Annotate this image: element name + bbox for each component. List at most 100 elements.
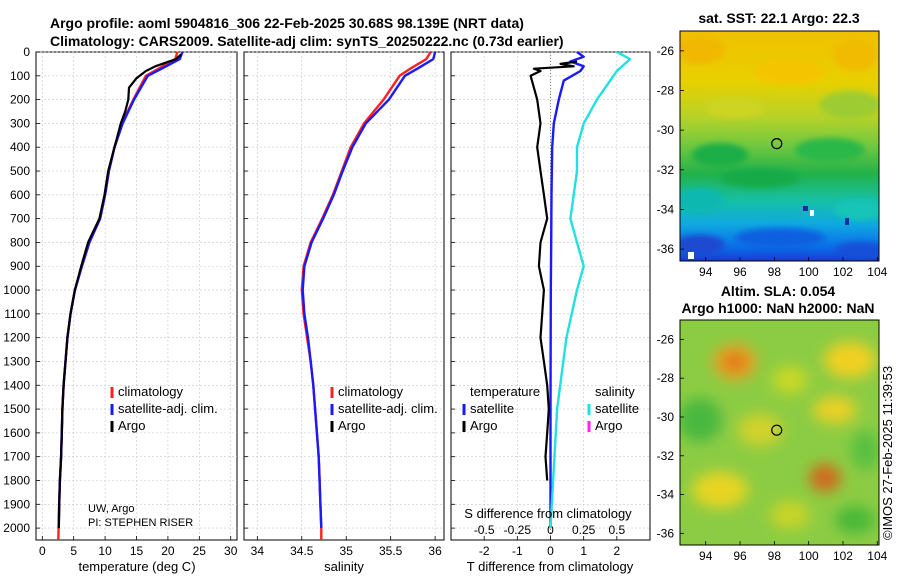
legend-climatology-label: climatology bbox=[338, 384, 404, 399]
depth-tick-label: 900 bbox=[10, 259, 30, 273]
sla-xtick-label: 100 bbox=[799, 549, 819, 563]
temperature-series-group bbox=[57, 52, 184, 540]
sla-texture bbox=[680, 342, 879, 534]
sla-xtick-label: 94 bbox=[699, 549, 713, 563]
sst-xtick-label: 96 bbox=[733, 265, 747, 279]
sla-map-title-1: Altim. SLA: 0.054 bbox=[721, 283, 836, 299]
depth-tick-label: 1200 bbox=[3, 331, 30, 345]
difference-xlabel: T difference from climatology bbox=[467, 559, 634, 574]
grid-lines bbox=[36, 51, 650, 540]
difference-stick-label: 0.25 bbox=[572, 523, 596, 537]
sst-heatmap bbox=[680, 31, 879, 261]
axis-ticks: 0100200300400500600700800900100011001200… bbox=[3, 45, 625, 558]
temperature-line-argo bbox=[57, 53, 182, 529]
difference-legend-temperature: temperature satellite Argo bbox=[462, 384, 540, 433]
depth-tick-label: 1500 bbox=[3, 402, 30, 416]
salinity-xtick-label: 35.5 bbox=[379, 544, 403, 558]
temperature-xtick-label: 0 bbox=[39, 544, 46, 558]
salinity-xtick-label: 35 bbox=[340, 544, 354, 558]
depth-tick-label: 800 bbox=[10, 235, 30, 249]
sla-ytick-label: -26 bbox=[657, 332, 675, 346]
depth-tick-label: 1900 bbox=[3, 497, 30, 511]
salinity-series-group bbox=[300, 52, 437, 540]
depth-tick-label: 600 bbox=[10, 188, 30, 202]
sla-argo-location-marker bbox=[771, 424, 783, 436]
sla-xtick-label: 102 bbox=[833, 549, 853, 563]
salinity-xtick-label: 34 bbox=[251, 544, 265, 558]
title-line-2: Climatology: CARS2009. Satellite-adj cli… bbox=[50, 33, 564, 49]
difference-xtick-label: -1 bbox=[512, 544, 523, 558]
sst-xtick-label: 102 bbox=[833, 265, 853, 279]
title-line-1: Argo profile: aoml 5904816_306 22-Feb-20… bbox=[50, 15, 524, 31]
legend-header-temperature: temperature bbox=[470, 384, 540, 399]
sla-ytick-label: -30 bbox=[657, 410, 675, 424]
difference-xtick-label: 2 bbox=[613, 544, 620, 558]
temperature-xtick-label: 20 bbox=[161, 544, 175, 558]
sst-map-frame bbox=[679, 30, 880, 262]
sst-ytick-label: -28 bbox=[657, 83, 675, 97]
legend-climatology-label: climatology bbox=[118, 384, 184, 399]
depth-tick-label: 400 bbox=[10, 140, 30, 154]
sla-ytick-label: -32 bbox=[657, 449, 675, 463]
sla-heatmap bbox=[680, 320, 879, 545]
sla-xtick-label: 98 bbox=[768, 549, 782, 563]
legend-argo-label: Argo bbox=[338, 418, 365, 433]
legend-t-satellite-label: satellite bbox=[470, 401, 514, 416]
sst-axis-ticks: 94 96 98 100 102 104 -26 -28 -30 -32 -34 -36 bbox=[657, 44, 888, 279]
sla-ytick-label: -36 bbox=[657, 526, 675, 540]
legend-header-salinity: salinity bbox=[595, 384, 635, 399]
temperature-legend: climatology satellite-adj. clim. Argo bbox=[110, 384, 218, 433]
depth-tick-label: 1300 bbox=[3, 354, 30, 368]
difference-line-t-argo bbox=[529, 60, 578, 481]
depth-tick-label: 1400 bbox=[3, 378, 30, 392]
imos-watermark: ©IMOS 27-Feb-2025 11:39:53 bbox=[880, 366, 895, 540]
sst-pixel bbox=[810, 210, 814, 216]
sst-ytick-label: -26 bbox=[657, 44, 675, 58]
sst-pixel bbox=[803, 206, 808, 211]
sst-argo-location-marker bbox=[771, 138, 783, 150]
sst-ytick-label: -32 bbox=[657, 163, 675, 177]
sst-pixel bbox=[845, 218, 849, 225]
temperature-xtick-label: 15 bbox=[130, 544, 144, 558]
temperature-xlabel: temperature (deg C) bbox=[78, 559, 195, 574]
depth-tick-label: 500 bbox=[10, 164, 30, 178]
credit-institution: UW, Argo bbox=[88, 503, 134, 515]
depth-tick-label: 1700 bbox=[3, 450, 30, 464]
sla-xtick-label: 104 bbox=[867, 549, 887, 563]
depth-tick-label: 1100 bbox=[4, 307, 30, 321]
sla-axis-ticks: 94 96 98 100 102 104 -26 -28 -30 -32 -34 -36 bbox=[657, 332, 888, 563]
depth-tick-label: 300 bbox=[10, 116, 30, 130]
sst-xtick-label: 98 bbox=[768, 265, 782, 279]
legend-s-satellite-label: satellite bbox=[595, 401, 639, 416]
sla-map-title-2: Argo h1000: NaN h2000: NaN bbox=[682, 300, 875, 316]
credit-pi: PI: STEPHEN RISER bbox=[88, 517, 193, 529]
salinity-xtick-label: 36 bbox=[428, 544, 442, 558]
difference-xtick-label: 0 bbox=[547, 544, 554, 558]
legend-t-argo-label: Argo bbox=[470, 418, 497, 433]
depth-tick-label: 200 bbox=[10, 93, 30, 107]
temperature-xtick-label: 10 bbox=[98, 544, 112, 558]
difference-stick-label: 0.5 bbox=[608, 523, 625, 537]
depth-tick-label: 1600 bbox=[3, 426, 30, 440]
sla-xtick-label: 96 bbox=[733, 549, 747, 563]
difference-xtick-label: 1 bbox=[580, 544, 587, 558]
sst-xtick-label: 104 bbox=[867, 265, 887, 279]
sst-xtick-label: 100 bbox=[799, 265, 819, 279]
temperature-xtick-label: 30 bbox=[224, 544, 238, 558]
salinity-panel bbox=[243, 51, 445, 541]
sst-texture bbox=[680, 36, 879, 258]
series-lines bbox=[57, 52, 632, 540]
sst-ytick-label: -34 bbox=[657, 202, 675, 216]
difference-stick-label: -0.25 bbox=[504, 523, 532, 537]
difference-stick-label: -0.5 bbox=[474, 523, 495, 537]
depth-tick-label: 1800 bbox=[3, 473, 30, 487]
difference-line-s-satellite bbox=[549, 52, 632, 529]
salinity-xtick-label: 34.5 bbox=[290, 544, 314, 558]
sst-map-title: sat. SST: 22.1 Argo: 22.3 bbox=[698, 10, 860, 26]
difference-xtick-label: -2 bbox=[479, 544, 490, 558]
temperature-xtick-label: 25 bbox=[193, 544, 207, 558]
legend-satellite-label: satellite-adj. clim. bbox=[338, 401, 438, 416]
sla-ytick-label: -34 bbox=[657, 488, 675, 502]
sst-pixel bbox=[688, 252, 694, 259]
